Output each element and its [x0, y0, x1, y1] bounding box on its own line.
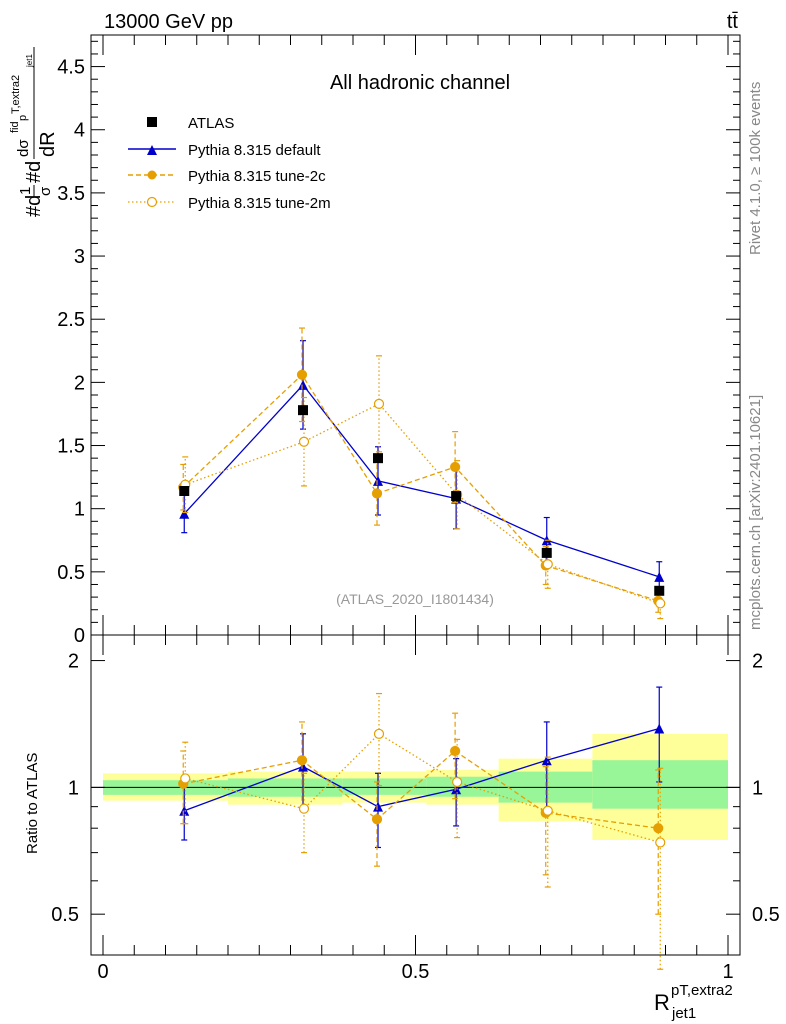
ratio-tune2m-point: [655, 837, 666, 848]
svg-text:σ: σ: [37, 186, 54, 196]
main-ytick-label: 2.5: [57, 309, 85, 331]
ratio-tune2m-point: [542, 805, 553, 816]
main-axis-ticks: 0 0.5 1 1.5 2 2.5 3 3.5 4 4.5: [57, 35, 740, 647]
svg-text:#d: #d: [23, 195, 45, 217]
main-atlas-point: [654, 585, 665, 596]
main-ylabel: #d 1 σ #d dσ fid p T,extra2 dR jet1: [9, 47, 59, 217]
main-default-point: [373, 475, 383, 486]
x-axis-label: R pT,extra2 jet1: [654, 982, 733, 1022]
svg-text:R: R: [654, 990, 670, 1015]
main-tune2m-point: [542, 559, 553, 570]
ratio-ytick-label: 0.5: [51, 904, 79, 926]
legend-default-marker: [147, 145, 157, 155]
main-ytick-label: 1: [74, 499, 85, 521]
ratio-tune2c-point: [296, 755, 308, 766]
main-default-point: [179, 508, 190, 519]
ratio-default-point: [451, 784, 462, 795]
legend-atlas-label: ATLAS: [188, 115, 234, 132]
legend-tune2c-label: Pythia 8.315 tune-2c: [188, 168, 326, 185]
ratio-tune2m-point: [373, 728, 385, 739]
mcplots-label: mcplots.cern.ch [arXiv:2401.10621]: [747, 395, 764, 630]
ratio-tune2m-point: [180, 773, 191, 784]
rivet-version-label: Rivet 4.1.0, ≥ 100k events: [747, 82, 764, 255]
ratio-ytick-label-right: 1: [752, 777, 763, 799]
svg-text:#d: #d: [23, 161, 45, 183]
ratio-tune2c-point: [371, 814, 383, 825]
legend-tune2m-label: Pythia 8.315 tune-2m: [188, 195, 331, 212]
ratio-default-point: [179, 805, 190, 816]
main-default-line: [183, 383, 660, 578]
main-atlas-point: [451, 491, 462, 502]
ratio-ylabel: Ratio to ATLAS: [24, 753, 41, 854]
main-ytick-label: 2: [74, 372, 85, 394]
main-tune2c-line: [182, 373, 659, 602]
main-ytick-label: 4: [74, 120, 85, 142]
ratio-default-point: [654, 723, 665, 734]
main-ytick-label: 3.5: [57, 183, 85, 205]
main-tune2m-point: [655, 598, 666, 609]
legend-default-label: Pythia 8.315 default: [188, 142, 321, 159]
process-label: tt̄: [727, 11, 739, 33]
svg-text:dR: dR: [37, 131, 59, 157]
legend-atlas-marker: [147, 117, 157, 127]
svg-text:fid: fid: [9, 121, 21, 133]
legend: ATLAS Pythia 8.315 default Pythia 8.315 …: [128, 115, 331, 212]
main-tune2c-point: [371, 488, 383, 499]
main-series-layer: [178, 327, 666, 620]
main-tune2m-point: [373, 398, 385, 409]
ratio-tune2m-point: [298, 803, 310, 814]
svg-text:p: p: [17, 115, 29, 121]
ratio-default-point: [298, 761, 308, 772]
ratio-tune2c-point: [653, 823, 664, 834]
main-tune2m-point: [298, 436, 310, 447]
ratio-default-point: [373, 801, 383, 812]
main-default-point: [654, 571, 665, 582]
svg-text:jet1: jet1: [25, 54, 34, 68]
ratio-axis-ticks: 0 0.5 1 0.5 0.5 1 1 2 2: [51, 635, 780, 983]
main-ytick-label: 0.5: [57, 562, 85, 584]
svg-text:jet1: jet1: [671, 1005, 696, 1022]
xtick-label: 1: [722, 961, 733, 983]
ratio-default-line: [184, 727, 660, 812]
main-ytick-label: 4.5: [57, 57, 85, 79]
ratio-ytick-label: 2: [68, 651, 79, 673]
ratio-ytick-label-right: 2: [752, 651, 763, 673]
main-atlas-point: [179, 486, 190, 496]
main-ytick-label: 0: [74, 625, 85, 647]
xtick-label: 0.5: [402, 961, 430, 983]
ratio-default-point: [541, 755, 552, 766]
legend-tune2c-marker: [147, 170, 157, 180]
main-default-point: [298, 379, 308, 390]
legend-tune2m-marker: [146, 196, 158, 208]
ratio-ytick-label-right: 0.5: [752, 904, 780, 926]
ratio-ytick-label: 1: [68, 777, 79, 799]
ratio-tune2m-point: [452, 776, 463, 788]
main-atlas-point: [541, 547, 552, 558]
svg-text:T,extra2: T,extra2: [10, 75, 22, 114]
main-tune2m-line: [185, 403, 661, 605]
main-tune2c-point: [450, 461, 461, 473]
ratio-series-layer: [178, 686, 666, 970]
main-ytick-label: 1.5: [57, 436, 85, 458]
main-tune2c-point: [296, 369, 308, 380]
xtick-label: 0: [97, 961, 108, 983]
ratio-band-inner: [342, 778, 427, 795]
ratio-tune2c-point: [450, 745, 461, 757]
svg-text:dσ: dσ: [15, 139, 32, 157]
main-ytick-label: 3: [74, 246, 85, 268]
main-atlas-point: [373, 453, 383, 464]
svg-text:pT,extra2: pT,extra2: [671, 982, 733, 999]
svg-text:1: 1: [17, 187, 34, 195]
main-atlas-point: [298, 405, 308, 416]
energy-label: 13000 GeV pp: [104, 11, 233, 33]
ratio-uncertainty-bands: [91, 733, 740, 841]
channel-title: All hadronic channel: [330, 72, 510, 94]
analysis-watermark: (ATLAS_2020_I1801434): [336, 591, 494, 607]
